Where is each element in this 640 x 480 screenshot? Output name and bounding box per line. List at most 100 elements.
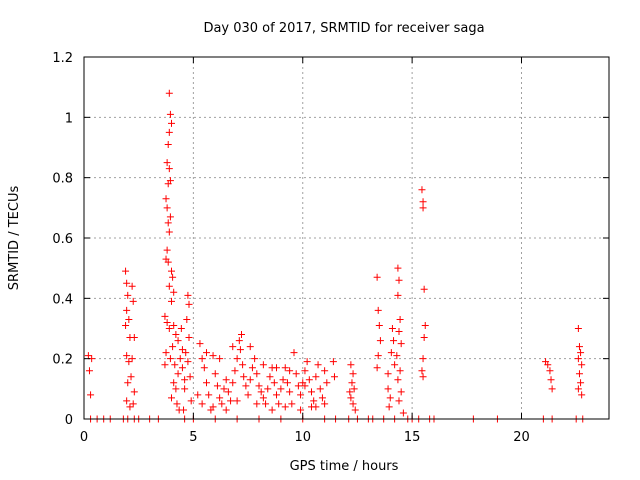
data-point — [209, 403, 217, 411]
data-point — [257, 388, 265, 396]
data-point — [292, 370, 300, 378]
data-point — [125, 358, 133, 366]
data-point — [173, 400, 181, 408]
chart-title: Day 030 of 2017, SRMTID for receiver sag… — [203, 21, 484, 36]
data-point — [244, 391, 252, 399]
data-point — [231, 367, 239, 375]
data-point — [421, 321, 429, 329]
data-point — [177, 325, 185, 332]
data-point — [270, 379, 278, 387]
data-point — [216, 355, 224, 363]
data-point — [248, 364, 256, 372]
data-point — [308, 388, 315, 396]
data-point — [163, 204, 171, 212]
data-point — [578, 391, 586, 399]
data-point — [419, 204, 427, 212]
data-points — [84, 89, 587, 423]
data-point — [384, 385, 392, 393]
data-point — [281, 364, 289, 372]
x-tick-labels: 0 5 10 15 20 — [80, 430, 530, 445]
data-point — [170, 321, 178, 329]
y-tick-label: 0.6 — [52, 232, 73, 247]
data-point — [262, 400, 270, 408]
data-point — [165, 325, 173, 332]
y-tick-label: 0.4 — [52, 292, 73, 307]
data-point — [297, 406, 305, 414]
data-point — [396, 367, 404, 375]
data-point — [85, 367, 93, 375]
data-point — [318, 394, 326, 402]
data-point — [575, 370, 583, 378]
data-point — [171, 361, 179, 369]
data-point — [288, 400, 296, 408]
y-tick-labels: 0 0.2 0.4 0.6 0.8 1 1.2 — [52, 51, 73, 428]
data-point — [125, 315, 133, 323]
data-point — [164, 180, 172, 188]
data-point — [349, 400, 357, 408]
data-point — [310, 397, 318, 405]
y-tick-label: 0.8 — [52, 172, 73, 187]
data-point — [170, 288, 178, 296]
x-axis-label: GPS time / hours — [290, 459, 399, 474]
data-point — [172, 385, 180, 393]
data-point — [178, 364, 186, 372]
data-point — [268, 406, 276, 414]
data-point — [350, 385, 358, 393]
data-point — [172, 331, 180, 339]
data-point — [301, 382, 309, 390]
data-point — [575, 343, 583, 351]
data-point — [548, 385, 556, 393]
data-point — [124, 379, 132, 387]
data-point — [375, 321, 383, 329]
data-point — [205, 391, 213, 399]
grid — [84, 57, 609, 419]
data-point — [222, 406, 230, 414]
data-point — [184, 291, 192, 299]
data-point — [194, 391, 202, 399]
data-point — [259, 361, 267, 369]
data-point — [174, 337, 182, 345]
data-point — [162, 349, 170, 357]
data-point — [129, 297, 137, 305]
data-point — [273, 391, 280, 399]
data-point — [123, 306, 131, 314]
data-point — [168, 297, 175, 305]
data-point — [163, 159, 171, 167]
data-point — [168, 119, 175, 127]
y-tick-label: 0.2 — [52, 353, 73, 368]
data-point — [126, 403, 134, 411]
data-point — [347, 361, 355, 369]
data-point — [246, 343, 254, 351]
data-point — [308, 403, 315, 411]
data-point — [259, 394, 267, 402]
data-point — [161, 312, 169, 320]
data-point — [321, 367, 329, 375]
data-point — [161, 361, 169, 369]
data-point — [294, 382, 302, 390]
y-axis-label: SRMTID / TECUs — [7, 186, 22, 291]
data-point — [418, 367, 426, 375]
data-point — [321, 400, 329, 408]
y-tick-label: 1.2 — [52, 51, 73, 66]
data-point — [395, 397, 403, 405]
data-point — [211, 370, 219, 378]
data-point — [209, 352, 217, 360]
data-point — [238, 331, 245, 339]
data-point — [349, 370, 357, 378]
data-point — [277, 385, 285, 393]
data-point — [242, 382, 250, 390]
data-point — [373, 364, 381, 372]
data-point — [329, 358, 337, 366]
data-point — [203, 349, 210, 357]
data-point — [196, 340, 204, 348]
data-point — [164, 219, 172, 227]
x-tick-label: 10 — [294, 430, 311, 445]
data-point — [165, 89, 173, 97]
data-point — [374, 352, 382, 360]
data-point — [286, 388, 294, 396]
data-point — [123, 279, 131, 287]
data-point — [220, 385, 228, 393]
data-point — [165, 128, 173, 136]
data-point — [165, 282, 173, 290]
